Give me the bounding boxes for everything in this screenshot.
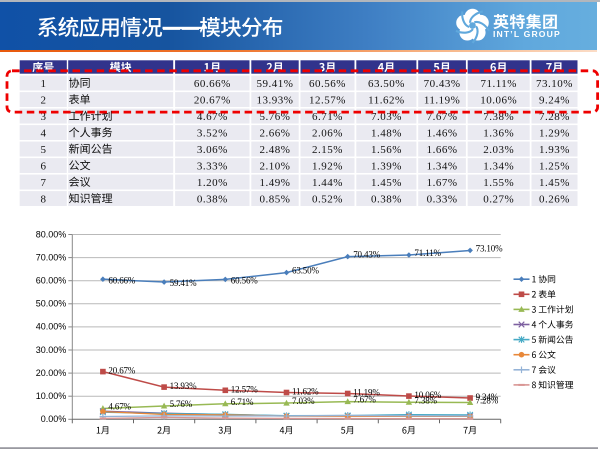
svg-text:8: 8 <box>40 193 46 205</box>
svg-text:1.45%: 1.45% <box>539 177 570 189</box>
svg-text:20.00%: 20.00% <box>36 368 67 378</box>
svg-text:1.67%: 1.67% <box>427 177 458 189</box>
svg-text:11.62%: 11.62% <box>292 387 319 397</box>
svg-text:6: 6 <box>40 160 46 172</box>
svg-text:7.38%: 7.38% <box>483 111 514 123</box>
svg-text:1.49%: 1.49% <box>260 177 291 189</box>
svg-text:1.66%: 1.66% <box>427 144 458 156</box>
svg-text:0.33%: 0.33% <box>427 193 458 205</box>
svg-text:0.38%: 0.38% <box>197 193 228 205</box>
svg-text:1.48%: 1.48% <box>371 127 402 139</box>
svg-text:73.10%: 73.10% <box>536 78 573 90</box>
svg-text:1.45%: 1.45% <box>371 177 402 189</box>
svg-text:3.52%: 3.52% <box>197 127 228 139</box>
svg-text:7.03%: 7.03% <box>371 111 402 123</box>
svg-text:7.67%: 7.67% <box>353 395 376 405</box>
svg-text:20.67%: 20.67% <box>108 366 136 376</box>
svg-text:12.57%: 12.57% <box>309 94 346 106</box>
svg-text:1.93%: 1.93% <box>539 144 570 156</box>
svg-text:0.26%: 0.26% <box>539 193 570 205</box>
svg-text:1.20%: 1.20% <box>197 177 228 189</box>
svg-text:1.44%: 1.44% <box>312 177 343 189</box>
svg-text:0.52%: 0.52% <box>312 193 343 205</box>
svg-text:1.39%: 1.39% <box>371 160 402 172</box>
svg-text:11.62%: 11.62% <box>368 94 405 106</box>
svg-text:1.34%: 1.34% <box>427 160 458 172</box>
svg-text:7.28%: 7.28% <box>539 111 570 123</box>
svg-text:13.93%: 13.93% <box>257 94 294 106</box>
svg-text:INT’L GROUP: INT’L GROUP <box>493 29 561 39</box>
svg-text:2: 2 <box>40 94 46 106</box>
svg-text:11.19%: 11.19% <box>353 388 380 398</box>
svg-text:3.33%: 3.33% <box>197 160 228 172</box>
svg-text:9.24%: 9.24% <box>476 392 499 402</box>
svg-text:7.03%: 7.03% <box>292 396 315 406</box>
svg-text:60.56%: 60.56% <box>309 78 346 90</box>
svg-text:2.03%: 2.03% <box>483 144 514 156</box>
svg-text:0.27%: 0.27% <box>483 193 514 205</box>
svg-text:70.00%: 70.00% <box>36 252 67 262</box>
svg-text:10.06%: 10.06% <box>480 94 517 106</box>
svg-text:60.66%: 60.66% <box>194 78 231 90</box>
svg-text:10.06%: 10.06% <box>414 390 442 400</box>
svg-text:2.15%: 2.15% <box>312 144 343 156</box>
svg-text:73.10%: 73.10% <box>476 244 504 254</box>
svg-text:50.00%: 50.00% <box>36 299 67 309</box>
svg-text:60.00%: 60.00% <box>36 276 67 286</box>
svg-text:59.41%: 59.41% <box>170 278 198 288</box>
svg-text:4: 4 <box>40 127 46 139</box>
svg-text:1.34%: 1.34% <box>483 160 514 172</box>
svg-text:7.28%: 7.28% <box>476 396 499 406</box>
svg-text:63.50%: 63.50% <box>368 78 405 90</box>
svg-text:7: 7 <box>40 177 46 189</box>
svg-text:70.43%: 70.43% <box>353 250 381 260</box>
svg-text:3: 3 <box>40 111 46 123</box>
svg-text:20.67%: 20.67% <box>194 94 231 106</box>
svg-text:4.67%: 4.67% <box>197 111 228 123</box>
svg-text:3.06%: 3.06% <box>197 144 228 156</box>
svg-text:0.85%: 0.85% <box>260 193 291 205</box>
svg-text:0.38%: 0.38% <box>371 193 402 205</box>
svg-text:5: 5 <box>40 144 46 156</box>
svg-text:1.56%: 1.56% <box>371 144 402 156</box>
svg-text:1.92%: 1.92% <box>312 160 343 172</box>
svg-text:1.46%: 1.46% <box>427 127 458 139</box>
svg-text:1: 1 <box>40 78 46 90</box>
svg-text:10.00%: 10.00% <box>36 391 67 401</box>
svg-text:1.55%: 1.55% <box>483 177 514 189</box>
svg-text:1.29%: 1.29% <box>539 127 570 139</box>
svg-text:7.67%: 7.67% <box>427 111 458 123</box>
svg-text:70.43%: 70.43% <box>424 78 461 90</box>
svg-text:6.71%: 6.71% <box>231 397 254 407</box>
svg-text:0.00%: 0.00% <box>41 414 67 424</box>
svg-text:12.57%: 12.57% <box>231 384 259 394</box>
svg-text:9.24%: 9.24% <box>539 94 570 106</box>
svg-text:2.10%: 2.10% <box>260 160 291 172</box>
svg-text:2.66%: 2.66% <box>260 127 291 139</box>
svg-text:5.76%: 5.76% <box>260 111 291 123</box>
svg-text:6.71%: 6.71% <box>312 111 343 123</box>
svg-text:71.11%: 71.11% <box>480 78 517 90</box>
svg-text:2.06%: 2.06% <box>312 127 343 139</box>
svg-text:2.48%: 2.48% <box>260 144 291 156</box>
svg-text:71.11%: 71.11% <box>414 248 441 258</box>
svg-text:80.00%: 80.00% <box>36 229 67 239</box>
svg-text:5.76%: 5.76% <box>170 399 193 409</box>
svg-text:63.50%: 63.50% <box>292 266 320 276</box>
svg-text:60.56%: 60.56% <box>231 276 259 286</box>
svg-text:1.36%: 1.36% <box>483 127 514 139</box>
svg-text:11.19%: 11.19% <box>424 94 461 106</box>
svg-text:7.38%: 7.38% <box>414 395 437 405</box>
svg-text:59.41%: 59.41% <box>257 78 294 90</box>
svg-text:30.00%: 30.00% <box>36 345 67 355</box>
svg-text:40.00%: 40.00% <box>36 322 67 332</box>
svg-text:1.25%: 1.25% <box>539 160 570 172</box>
svg-text:4.67%: 4.67% <box>108 402 131 412</box>
svg-text:60.66%: 60.66% <box>108 275 136 285</box>
svg-text:13.93%: 13.93% <box>170 381 198 391</box>
